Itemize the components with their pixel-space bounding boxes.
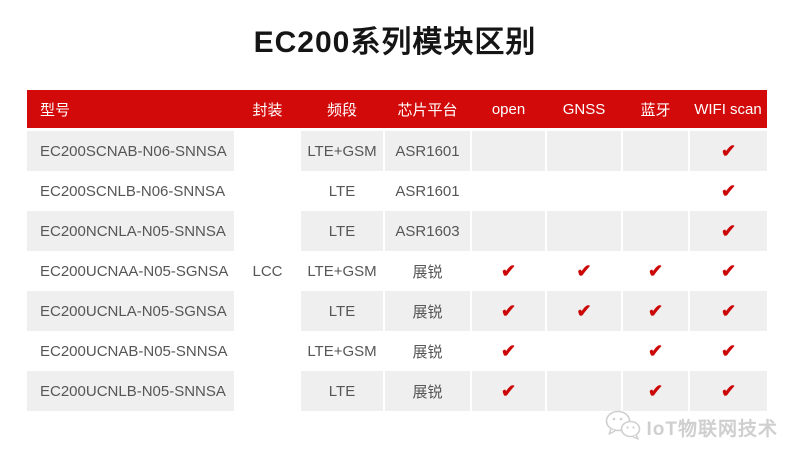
open-cell: ✔ <box>470 331 546 371</box>
table-row: EC200UCNAB-N05-SNNSA LTE+GSM 展锐 ✔ ✔ ✔ <box>27 331 767 371</box>
watermark: IoT物联网技术 <box>605 410 779 445</box>
column-header-package: 封装 <box>235 90 300 131</box>
open-cell <box>470 129 546 171</box>
open-cell: ✔ <box>470 291 546 331</box>
check-icon: ✔ <box>647 260 664 281</box>
wifi-cell: ✔ <box>688 371 767 411</box>
open-cell <box>470 171 546 211</box>
check-icon: ✔ <box>720 340 737 361</box>
column-header-wifi: WIFI scan <box>689 90 767 131</box>
gnss-cell <box>545 129 622 171</box>
check-icon: ✔ <box>720 380 737 401</box>
model-cell: EC200SCNAB-N06-SNNSA <box>27 129 235 171</box>
gnss-cell <box>545 331 622 371</box>
chip-cell: ASR1601 <box>383 171 471 211</box>
column-header-model: 型号 <box>27 90 235 131</box>
check-icon: ✔ <box>720 260 737 281</box>
wechat-icon <box>605 410 641 445</box>
check-icon: ✔ <box>720 180 737 201</box>
open-cell: ✔ <box>470 251 546 291</box>
check-icon: ✔ <box>647 380 664 401</box>
check-icon: ✔ <box>647 340 664 361</box>
open-cell <box>470 211 546 251</box>
chip-cell: 展锐 <box>383 291 471 331</box>
gnss-cell <box>545 211 622 251</box>
band-cell: LTE <box>299 211 384 251</box>
model-cell: EC200UCNLB-N05-SNNSA <box>27 371 235 411</box>
check-icon: ✔ <box>720 220 737 241</box>
check-icon: ✔ <box>647 300 664 321</box>
model-cell: EC200NCNLA-N05-SNNSA <box>27 211 235 251</box>
wifi-cell: ✔ <box>688 291 767 331</box>
column-header-bt: 蓝牙 <box>622 90 689 131</box>
check-icon: ✔ <box>500 300 517 321</box>
bt-cell <box>621 129 689 171</box>
wifi-cell: ✔ <box>688 211 767 251</box>
band-cell: LTE+GSM <box>299 331 384 371</box>
open-cell: ✔ <box>470 371 546 411</box>
table-body: EC200SCNAB-N06-SNNSA LCC LTE+GSM ASR1601 ✔ EC… <box>27 129 767 411</box>
wifi-cell: ✔ <box>688 331 767 371</box>
table-row: EC200NCNLA-N05-SNNSA LTE ASR1603 ✔ <box>27 211 767 251</box>
model-cell: EC200UCNAB-N05-SNNSA <box>27 331 235 371</box>
chip-cell: 展锐 <box>383 371 471 411</box>
column-header-band: 频段 <box>300 90 384 131</box>
check-icon: ✔ <box>720 140 737 161</box>
check-icon: ✔ <box>576 300 592 321</box>
gnss-cell: ✔ <box>545 251 622 291</box>
bt-cell: ✔ <box>621 371 689 411</box>
band-cell: LTE <box>299 171 384 211</box>
band-cell: LTE+GSM <box>299 251 384 291</box>
package-cell: LCC <box>234 129 300 411</box>
gnss-cell <box>545 171 622 211</box>
model-cell: EC200UCNAA-N05-SGNSA <box>27 251 235 291</box>
chip-cell: 展锐 <box>383 251 471 291</box>
check-icon: ✔ <box>576 260 592 281</box>
page-title: EC200系列模块区别 <box>253 26 537 59</box>
check-icon: ✔ <box>500 340 517 361</box>
check-icon: ✔ <box>500 260 517 281</box>
chip-cell: 展锐 <box>383 331 471 371</box>
model-cell: EC200SCNLB-N06-SNNSA <box>27 171 235 211</box>
band-cell: LTE+GSM <box>299 129 384 171</box>
gnss-cell <box>545 371 622 411</box>
chip-cell: ASR1603 <box>383 211 471 251</box>
wifi-cell: ✔ <box>688 171 767 211</box>
model-cell: EC200UCNLA-N05-SGNSA <box>27 291 235 331</box>
column-header-open: open <box>471 90 546 131</box>
table-row: EC200UCNLA-N05-SGNSA LTE 展锐 ✔ ✔ ✔ ✔ <box>27 291 767 331</box>
watermark-text: IoT物联网技术 <box>646 419 778 440</box>
wifi-cell: ✔ <box>688 129 767 171</box>
check-icon: ✔ <box>500 380 517 401</box>
column-header-chip: 芯片平台 <box>384 90 471 131</box>
bt-cell <box>621 171 689 211</box>
band-cell: LTE <box>299 371 384 411</box>
gnss-cell: ✔ <box>545 291 622 331</box>
table-row: EC200SCNLB-N06-SNNSA LTE ASR1601 ✔ <box>27 171 767 211</box>
chip-cell: ASR1601 <box>383 129 471 171</box>
band-cell: LTE <box>299 291 384 331</box>
column-header-gnss: GNSS <box>546 90 622 131</box>
table-row: EC200UCNLB-N05-SNNSA LTE 展锐 ✔ ✔ ✔ <box>27 371 767 411</box>
comparison-table: 型号 封装 频段 芯片平台 open GNSS 蓝牙 WIFI scan EC200SCNAB… <box>27 90 767 411</box>
bt-cell: ✔ <box>621 331 689 371</box>
bt-cell: ✔ <box>621 291 689 331</box>
bt-cell <box>621 211 689 251</box>
table-row: EC200SCNAB-N06-SNNSA LCC LTE+GSM ASR1601 ✔ <box>27 129 767 411</box>
table-row: EC200UCNAA-N05-SGNSA LTE+GSM 展锐 ✔ ✔ ✔ ✔ <box>27 251 767 291</box>
check-icon: ✔ <box>720 300 737 321</box>
wifi-cell: ✔ <box>688 251 767 291</box>
table-header-row: 型号 封装 频段 芯片平台 open GNSS 蓝牙 WIFI scan <box>27 90 767 131</box>
bt-cell: ✔ <box>621 251 689 291</box>
